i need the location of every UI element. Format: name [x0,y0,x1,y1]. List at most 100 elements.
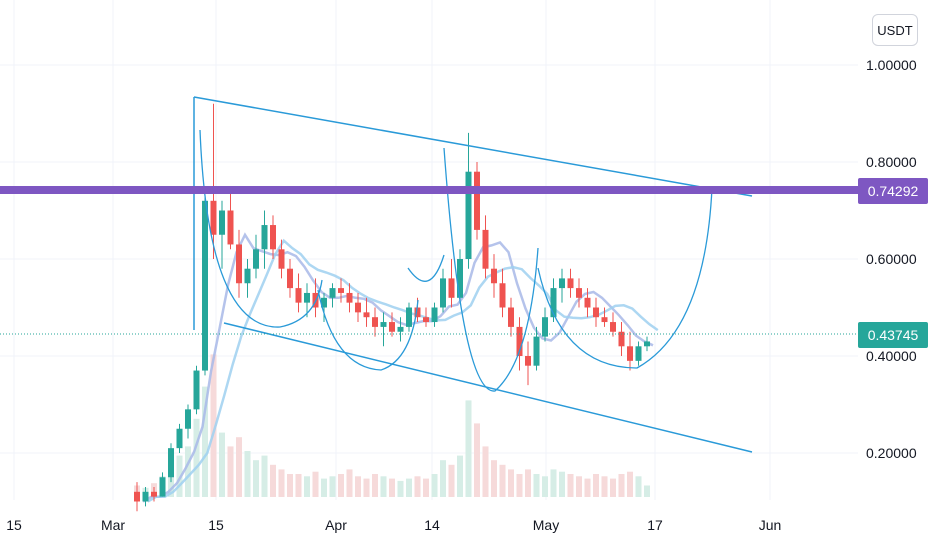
candle-body[interactable] [355,302,361,313]
volume-bar [440,460,446,497]
candle-body[interactable] [363,312,370,318]
candle-body[interactable] [338,288,344,293]
price-tick-label: 0.20000 [866,445,917,461]
candle-body[interactable] [380,322,387,327]
candle-body[interactable] [635,346,642,361]
price-axis[interactable]: 1.00000 0.80000 0.60000 0.40000 0.20000 [866,57,917,461]
lower-channel-line[interactable] [223,322,753,453]
candle-body[interactable] [533,336,540,366]
candle-body[interactable] [346,292,353,303]
volume-bar [397,480,404,497]
volume-bar [287,474,293,497]
candle-body[interactable] [440,278,446,308]
candle-body[interactable] [210,200,217,235]
candle-body[interactable] [219,210,225,235]
volume-bar [644,485,650,497]
candle-body[interactable] [202,200,208,371]
volume-bar [253,460,259,497]
candle-body[interactable] [193,370,200,410]
last-price-label: 0.43745 [868,327,919,343]
candle-body[interactable] [550,288,557,318]
candle-body[interactable] [287,268,293,289]
candle-body[interactable] [185,409,191,429]
candle-body[interactable] [448,278,455,298]
volume-bar [244,451,251,497]
candle-body[interactable] [593,307,599,318]
candle-body[interactable] [397,326,404,332]
candle-body[interactable] [168,448,174,478]
candle-body[interactable] [644,341,650,347]
candle-body[interactable] [474,171,480,230]
candle-body[interactable] [601,317,608,323]
candle-body[interactable] [610,322,616,332]
volume-bar [423,478,429,497]
candle-body[interactable] [414,307,421,318]
cup-arc-2[interactable] [317,289,419,371]
cup-arc-5[interactable] [407,254,445,282]
moving-average-lines [142,232,659,503]
volume-bar [601,476,608,497]
candle-body[interactable] [576,288,582,298]
candle-body[interactable] [618,331,625,347]
candle-body[interactable] [482,229,489,269]
candle-body[interactable] [329,288,336,298]
time-tick-label: 14 [424,517,440,533]
currency-button[interactable]: USDT [872,14,918,46]
volume-bar [372,474,378,497]
volume-bar [363,478,370,497]
volume-bar [576,476,582,497]
candle-body[interactable] [559,278,565,289]
candle-body[interactable] [372,317,378,327]
volume-bar [414,476,421,497]
cup-arc-4[interactable] [537,187,713,369]
candle-body[interactable] [431,307,438,323]
candle-body[interactable] [508,307,514,327]
candle-body[interactable] [406,307,412,327]
cup-arc-1[interactable] [199,129,323,328]
candle-body[interactable] [134,491,140,502]
candle-body[interactable] [499,283,506,308]
time-axis[interactable]: 15 Mar 15 Apr 14 May 17 Jun [6,517,781,533]
candle-body[interactable] [516,326,523,356]
candle-body[interactable] [567,278,574,289]
time-tick-label: 15 [208,517,224,533]
candle-body[interactable] [151,491,157,497]
price-tick-label: 0.60000 [866,251,917,267]
candle-body[interactable] [525,356,531,366]
candle-body[interactable] [142,491,149,502]
candle-body[interactable] [295,288,302,303]
cup-arc-3[interactable] [443,147,539,392]
candle-body[interactable] [457,259,463,298]
candle-body[interactable] [236,244,242,284]
candle-body[interactable] [227,210,234,245]
upper-channel-line[interactable] [193,96,753,197]
candle-body[interactable] [423,317,429,323]
candle-body[interactable] [278,249,285,269]
candle-body[interactable] [304,292,310,303]
candle-body[interactable] [542,317,548,337]
candle-body[interactable] [270,225,276,250]
chart-grid [0,0,858,500]
volume-bar [261,455,268,497]
volume-bar [542,476,548,497]
candle-body[interactable] [627,346,633,361]
candle-body[interactable] [465,171,472,259]
volume-bar [338,474,344,497]
candle-body[interactable] [253,249,259,269]
candle-body[interactable] [159,477,166,497]
price-tick-label: 0.40000 [866,348,917,364]
volume-bar [491,460,497,497]
volume-bar [168,469,174,497]
candle-body[interactable] [321,297,327,308]
volume-bar [508,469,514,497]
candle-body[interactable] [176,428,183,449]
candle-body[interactable] [584,297,591,308]
candle-body[interactable] [261,225,268,250]
volume-bar [312,471,319,497]
candle-body[interactable] [491,268,497,284]
candle-body[interactable] [389,322,395,332]
volume-bar [627,471,633,497]
candle-body[interactable] [244,268,251,284]
volume-bar [516,474,523,497]
